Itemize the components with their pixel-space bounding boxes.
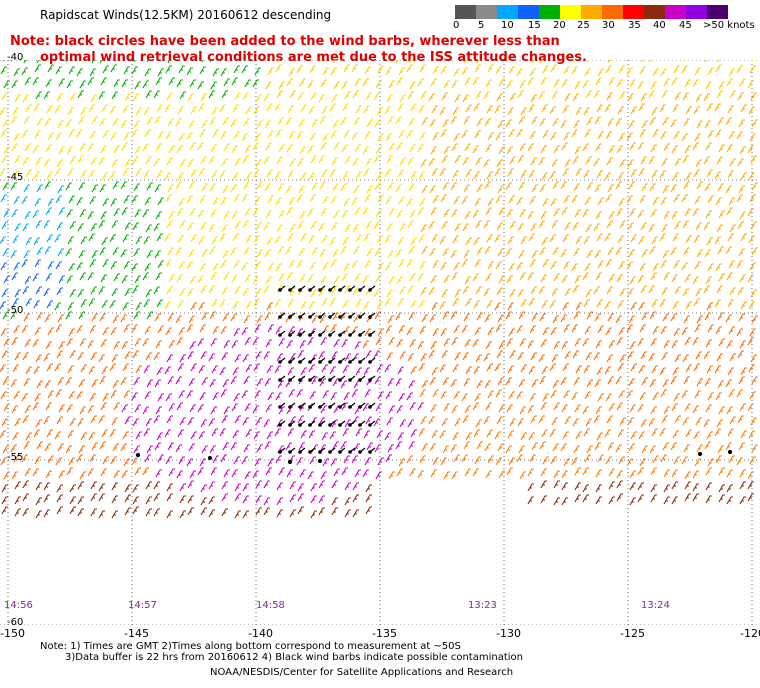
footnote-line-1: Note: 1) Times are GMT 2)Times along bot… xyxy=(40,641,461,652)
colorbar-swatch xyxy=(665,5,686,19)
lon-label-120W: -120 xyxy=(740,627,760,640)
lon-label-125W: -125 xyxy=(620,627,645,640)
lon-label-135W: -135 xyxy=(372,627,397,640)
colorbar-swatch xyxy=(476,5,497,19)
contaminated-barbs xyxy=(135,285,733,465)
cb-label: 25 xyxy=(577,20,590,31)
colorbar-swatch xyxy=(560,5,581,19)
colorbar-tick-labels: 0 5 10 15 20 25 30 35 40 45 >50 knots xyxy=(453,20,760,34)
time-label: 14:56 xyxy=(4,600,33,611)
lat-label-55S: -55 xyxy=(7,452,24,463)
cb-label: 30 xyxy=(602,20,615,31)
wind-barbs xyxy=(0,60,758,519)
colorbar-swatch xyxy=(644,5,665,19)
time-label: 13:24 xyxy=(641,600,670,611)
graticule xyxy=(0,60,760,625)
map-title: Rapidscat Winds(12.5KM) 20160612 descend… xyxy=(40,8,332,22)
lon-label-140W: -140 xyxy=(248,627,273,640)
cb-label: >50 knots xyxy=(703,20,755,31)
cb-label: 15 xyxy=(528,20,541,31)
colorbar-swatch xyxy=(623,5,644,19)
colorbar-swatch xyxy=(707,5,728,19)
lat-label-60S: -60 xyxy=(7,617,24,628)
footnote: Note: 1) Times are GMT 2)Times along bot… xyxy=(40,641,523,663)
lat-label-50S: -50 xyxy=(7,305,24,316)
footnote-line-2: 3)Data buffer is 22 hrs from 20160612 4)… xyxy=(65,652,523,663)
cb-label: 20 xyxy=(553,20,566,31)
time-label: 14:57 xyxy=(128,600,157,611)
colorbar-swatch xyxy=(602,5,623,19)
cb-label: 0 xyxy=(453,20,460,31)
credit-line: NOAA/NESDIS/Center for Satellite Applica… xyxy=(210,667,514,678)
cb-label: 35 xyxy=(628,20,641,31)
lat-label-45S: -45 xyxy=(7,172,24,183)
ISS-attitude-note: Note: black circles have been added to t… xyxy=(10,34,587,66)
note-line-2: optimal wind retrieval conditions are me… xyxy=(40,50,587,65)
colorbar-swatch xyxy=(539,5,560,19)
lon-label-130W: -130 xyxy=(496,627,521,640)
colorbar-swatch xyxy=(518,5,539,19)
lat-label-40S: -40 xyxy=(7,52,24,63)
wind-barb-map xyxy=(0,60,760,625)
cb-label: 45 xyxy=(679,20,692,31)
colorbar-swatch xyxy=(581,5,602,19)
time-label: 13:23 xyxy=(468,600,497,611)
lon-label-150W: -150 xyxy=(0,627,25,640)
colorbar-swatch xyxy=(455,5,476,19)
cb-label: 5 xyxy=(478,20,485,31)
colorbar-swatch xyxy=(497,5,518,19)
wind-speed-colorbar xyxy=(455,5,728,19)
cb-label: 40 xyxy=(653,20,666,31)
note-line-1: Note: black circles have been added to t… xyxy=(10,34,560,49)
cb-label: 10 xyxy=(501,20,514,31)
time-label: 14:58 xyxy=(256,600,285,611)
lon-label-145W: -145 xyxy=(124,627,149,640)
colorbar-swatch xyxy=(686,5,707,19)
